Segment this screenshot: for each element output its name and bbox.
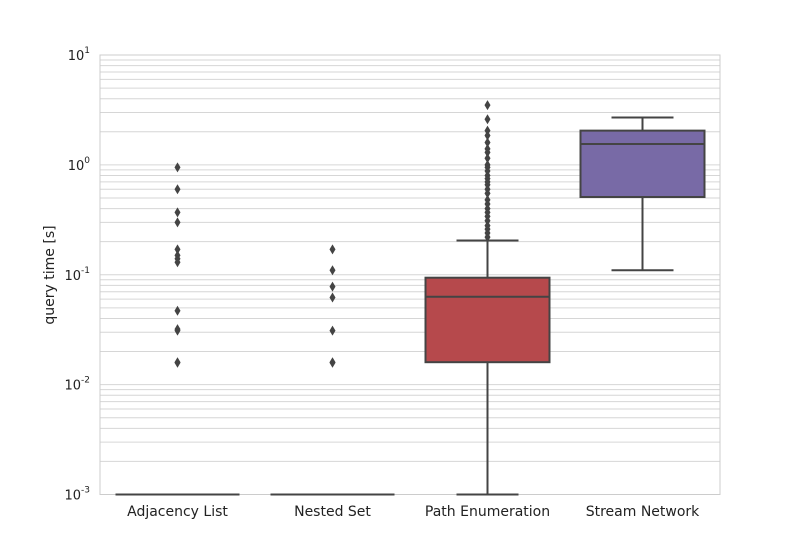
- outlier-point: [174, 357, 181, 368]
- outlier-point: [484, 114, 491, 125]
- x-tick-label: Stream Network: [586, 504, 700, 520]
- box-series: [115, 100, 706, 496]
- y-tick-base: 10: [64, 489, 81, 504]
- box-group-stream-network: [579, 116, 706, 272]
- y-tick-base: 10: [68, 159, 85, 174]
- outlier-point: [174, 305, 181, 316]
- outlier-point: [329, 325, 336, 336]
- y-tick-label: 100: [68, 156, 91, 174]
- y-tick-exponent: 1: [84, 46, 90, 56]
- box-body: [424, 276, 551, 364]
- outlier-point: [484, 188, 491, 199]
- outlier-point: [174, 257, 181, 268]
- y-tick-exponent: -2: [81, 376, 90, 386]
- y-tick-base: 10: [64, 379, 81, 394]
- box-group-nested-set: [270, 244, 395, 496]
- x-tick-labels: Adjacency List Nested Set Path Enumeration…: [127, 504, 700, 520]
- outlier-point: [329, 265, 336, 276]
- outlier-point: [174, 325, 181, 336]
- outlier-point: [174, 217, 181, 228]
- outlier-point: [174, 184, 181, 195]
- x-tick-label: Path Enumeration: [425, 504, 550, 520]
- y-tick-exponent: -3: [81, 486, 90, 496]
- grid-lines: [100, 54, 720, 495]
- x-tick-label: Nested Set: [294, 504, 371, 520]
- outlier-point: [329, 281, 336, 292]
- y-axis-label: query time [s]: [42, 225, 58, 324]
- y-tick-label: 10-2: [64, 376, 90, 394]
- y-tick-base: 10: [68, 49, 85, 64]
- outlier-point: [329, 357, 336, 368]
- outlier-point: [484, 137, 491, 148]
- outlier-point: [329, 292, 336, 303]
- outlier-point: [174, 162, 181, 173]
- outlier-point: [329, 244, 336, 255]
- y-tick-exponent: 0: [84, 156, 90, 166]
- y-tick-label: 10-3: [64, 486, 90, 504]
- outlier-point: [484, 153, 491, 164]
- outlier-point: [484, 130, 491, 141]
- outlier-point: [484, 147, 491, 158]
- plot-frame: [99, 54, 721, 495]
- outlier-point: [174, 207, 181, 218]
- y-tick-label: 101: [68, 46, 90, 64]
- y-tick-exponent: -1: [81, 266, 90, 276]
- outlier-point: [484, 232, 491, 243]
- outlier-point: [174, 244, 181, 255]
- box-group-path-enumeration: [424, 100, 551, 496]
- box-group-adjacency-list: [115, 162, 240, 496]
- y-tick-label: 10-1: [64, 266, 90, 284]
- box-body: [579, 129, 706, 199]
- outlier-point: [484, 100, 491, 111]
- y-tick-base: 10: [64, 269, 81, 284]
- x-tick-label: Adjacency List: [127, 504, 228, 520]
